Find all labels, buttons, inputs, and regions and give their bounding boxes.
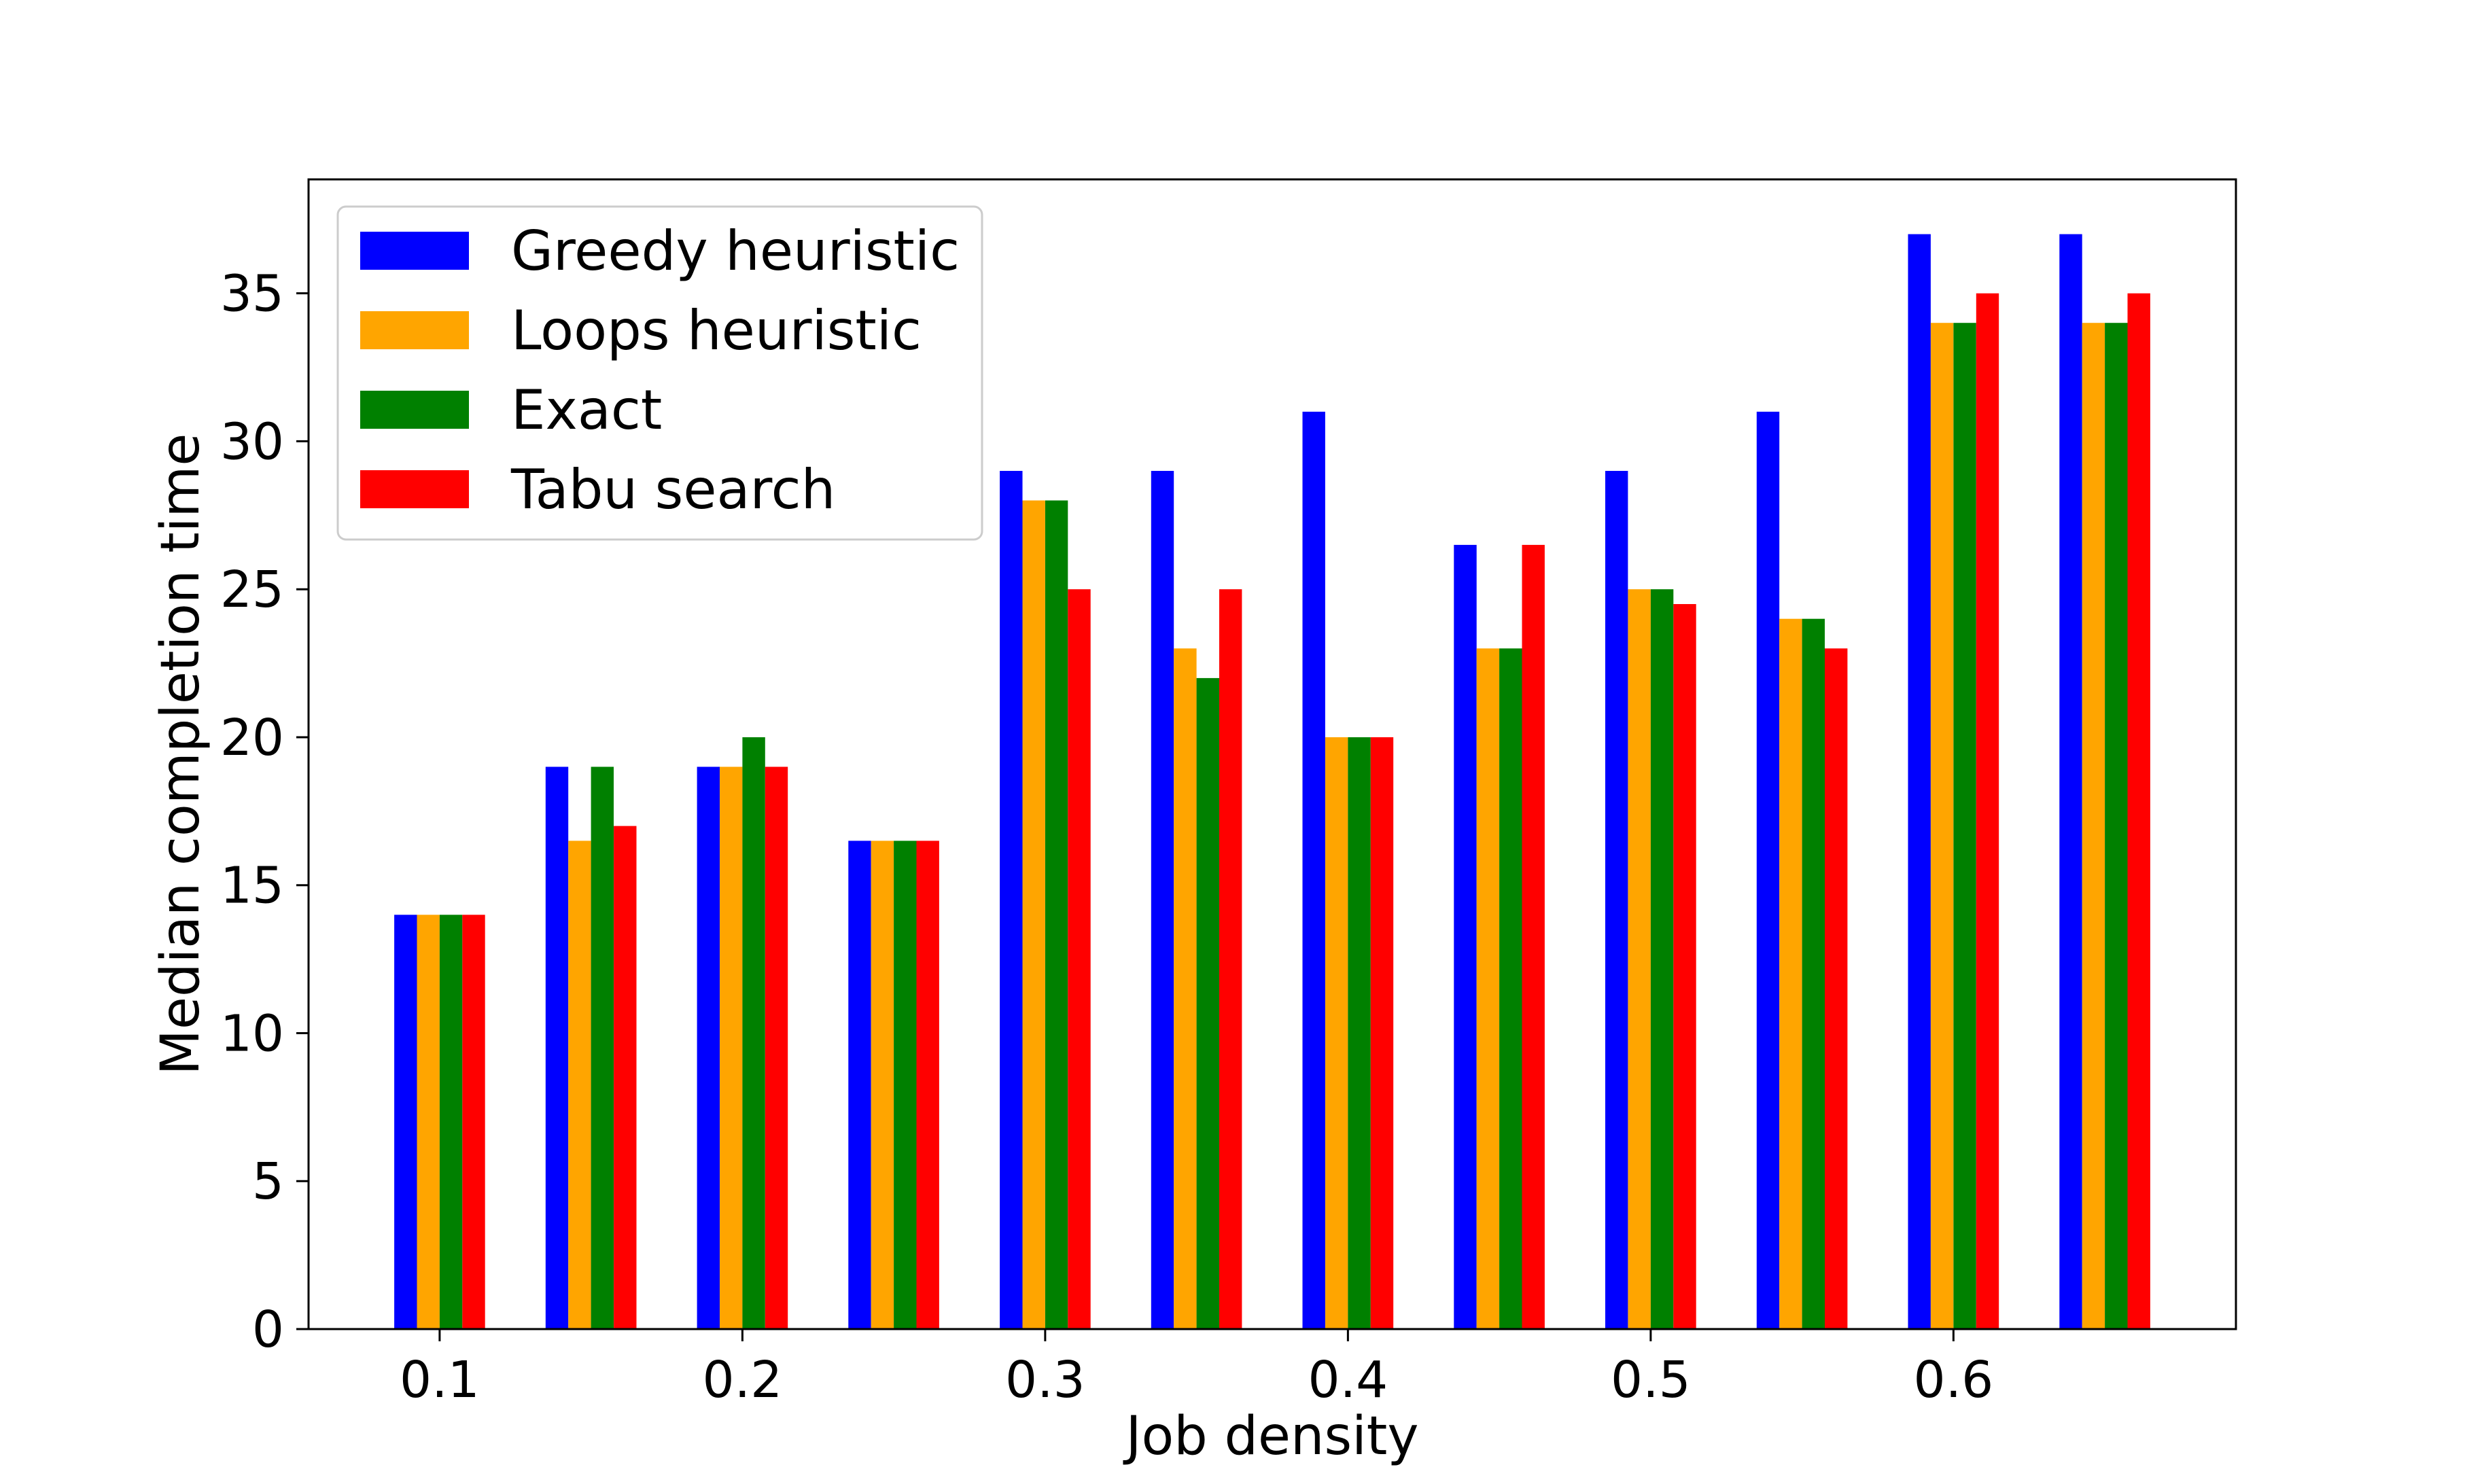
bar <box>2105 323 2128 1330</box>
bar <box>417 915 440 1329</box>
bar <box>1151 471 1174 1329</box>
y-tick-label: 30 <box>220 412 284 471</box>
bar <box>2082 323 2105 1330</box>
bar <box>1219 589 1242 1330</box>
bar <box>1068 589 1091 1330</box>
y-axis-label: Median completion time <box>150 434 211 1076</box>
bar <box>1476 648 1500 1329</box>
bar <box>545 766 569 1329</box>
x-tick-label: 0.3 <box>1005 1351 1085 1409</box>
bar <box>1045 500 1068 1329</box>
bar <box>1348 737 1371 1329</box>
bar <box>568 841 591 1329</box>
bar <box>765 766 788 1329</box>
legend-label: Tabu search <box>510 458 835 521</box>
legend-swatch <box>360 470 469 508</box>
bar <box>1976 293 1999 1330</box>
y-tick-label: 35 <box>220 265 284 323</box>
legend-label: Greedy heuristic <box>511 219 960 283</box>
bar <box>2127 293 2150 1330</box>
bar <box>591 766 614 1329</box>
bar <box>1605 471 1628 1329</box>
bar <box>1756 411 1780 1329</box>
bar <box>1650 589 1674 1330</box>
x-tick-label: 0.5 <box>1611 1351 1691 1409</box>
bar <box>462 915 485 1329</box>
bar <box>1908 234 1931 1330</box>
x-tick-label: 0.4 <box>1308 1351 1388 1409</box>
y-tick-label: 25 <box>220 561 284 619</box>
y-axis: 0 5 10 15 20 25 30 35 <box>220 265 309 1359</box>
legend-swatch <box>360 391 469 429</box>
bar <box>742 737 765 1329</box>
bar <box>1802 618 1825 1330</box>
bar <box>439 915 463 1329</box>
x-tick-label: 0.1 <box>400 1351 480 1409</box>
bar <box>697 766 720 1329</box>
bar <box>1953 323 1976 1330</box>
y-tick-label: 20 <box>220 709 284 767</box>
bar <box>916 841 939 1329</box>
bar <box>1673 604 1696 1329</box>
legend-label: Loops heuristic <box>511 299 922 362</box>
bar <box>1825 648 1848 1329</box>
bar <box>1499 648 1522 1329</box>
legend-swatch <box>360 232 469 270</box>
bar <box>1370 737 1394 1329</box>
bar <box>1325 737 1348 1329</box>
bar <box>614 826 637 1329</box>
bar <box>1454 544 1477 1329</box>
x-tick-label: 0.6 <box>1914 1351 1994 1409</box>
bar <box>720 766 743 1329</box>
y-tick-label: 10 <box>220 1004 284 1063</box>
y-tick-label: 15 <box>220 857 284 915</box>
bars-group <box>394 234 2150 1330</box>
bar <box>1628 589 1651 1330</box>
x-axis: 0.1 0.2 0.3 0.4 0.5 0.6 <box>400 1329 1993 1409</box>
bar <box>871 841 894 1329</box>
bar <box>2059 234 2082 1330</box>
bar <box>1779 618 1802 1330</box>
legend-swatch <box>360 311 469 349</box>
bar <box>894 841 917 1329</box>
legend: Greedy heuristic Loops heuristic Exact Tabu… <box>336 205 983 541</box>
bar <box>394 915 417 1329</box>
plot-frame <box>307 178 2237 1330</box>
legend-box <box>336 205 983 541</box>
y-tick-label: 0 <box>252 1301 284 1359</box>
bar <box>1196 677 1219 1329</box>
bar <box>1522 544 1545 1329</box>
bar <box>1000 471 1023 1329</box>
bar <box>848 841 871 1329</box>
bar <box>1022 500 1045 1329</box>
y-tick-label: 5 <box>252 1152 284 1211</box>
bar <box>1174 648 1197 1329</box>
x-tick-label: 0.2 <box>703 1351 783 1409</box>
bar <box>1930 323 1954 1330</box>
bar <box>1302 411 1325 1329</box>
x-axis-label: Job density <box>1122 1406 1418 1467</box>
legend-label: Exact <box>511 378 662 442</box>
